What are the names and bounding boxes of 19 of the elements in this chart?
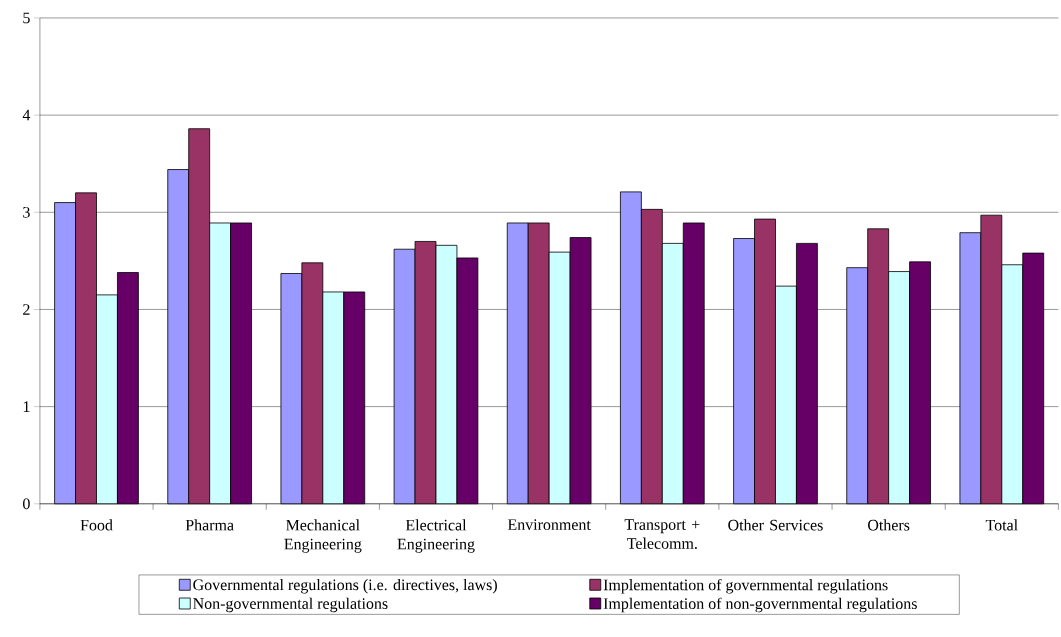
y-tick-label: 2 bbox=[23, 303, 30, 315]
legend-label: Non-governmental regulations bbox=[193, 597, 388, 612]
x-tick-label: Electrical Engineering bbox=[397, 519, 475, 553]
legend-label: Governmental regulations (i.e. directives, laws) bbox=[193, 578, 497, 594]
y-tick-label: 3 bbox=[23, 206, 30, 218]
y-tick-label: 5 bbox=[23, 12, 30, 24]
y-tick-label: 1 bbox=[23, 401, 30, 412]
x-tick-label: Other Services bbox=[728, 519, 823, 531]
x-tick-label: Others bbox=[868, 519, 910, 531]
x-tick-label: Pharma bbox=[185, 519, 234, 531]
x-tick-label: Transport + Telecomm. bbox=[624, 519, 700, 549]
x-tick-label: Food bbox=[80, 519, 113, 531]
x-tick-label: Total bbox=[985, 519, 1018, 531]
x-tick-label: Mechanical Engineering bbox=[284, 519, 362, 553]
legend-label: Implementation of governmental regulations bbox=[603, 578, 888, 594]
x-tick-label: Environment bbox=[507, 519, 591, 530]
y-tick-label: 0 bbox=[23, 498, 30, 509]
y-tick-label: 4 bbox=[22, 109, 31, 121]
legend-label: Implementation of non-governmental regulations bbox=[603, 597, 917, 613]
